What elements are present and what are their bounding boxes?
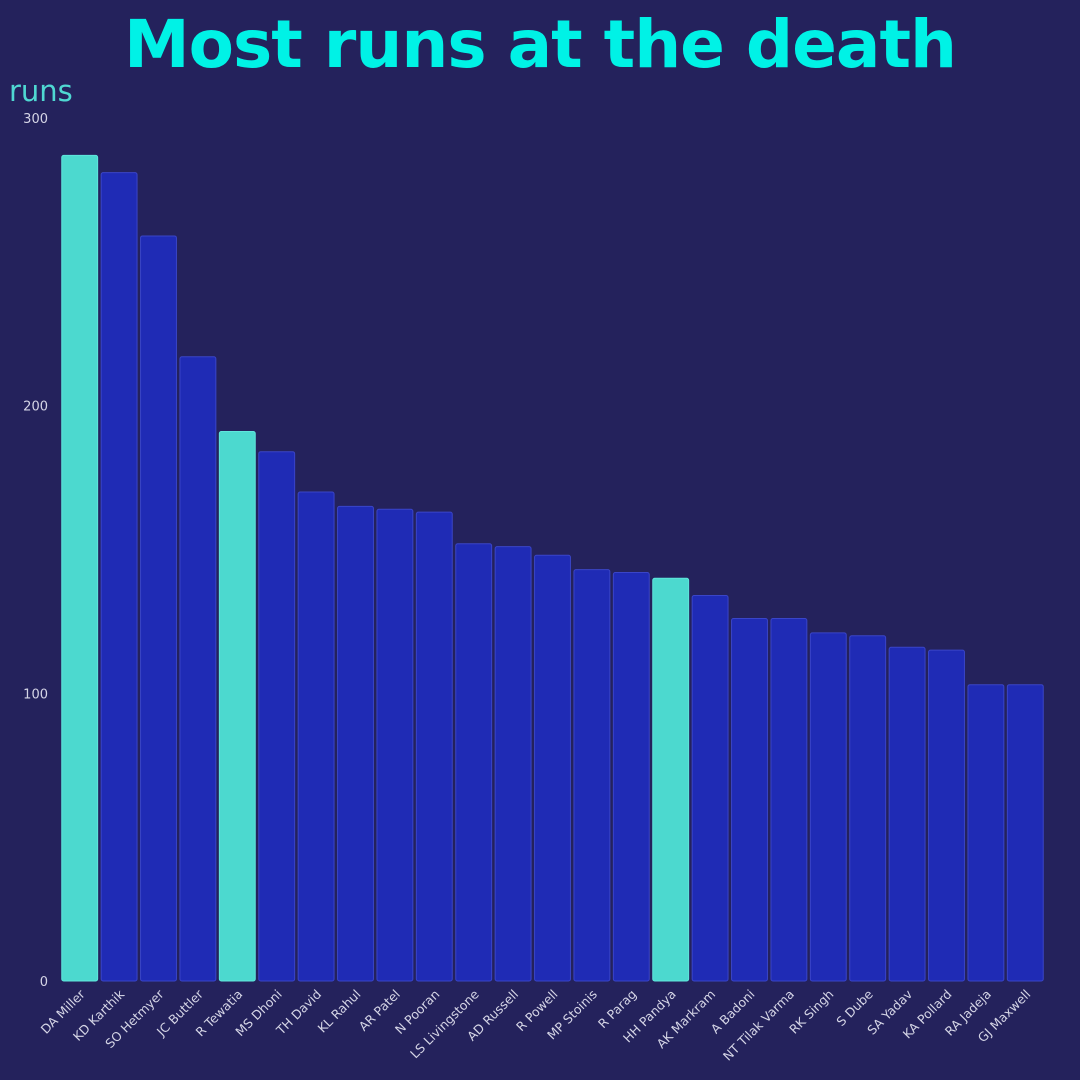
bar-nt-tilak-varma bbox=[770, 618, 808, 982]
bar-n-pooran bbox=[415, 511, 453, 982]
bar-ls-livingstone bbox=[455, 543, 493, 982]
bar-r-parag bbox=[612, 572, 650, 982]
bar-ms-dhoni bbox=[258, 451, 296, 982]
chart-title: Most runs at the death bbox=[123, 6, 957, 83]
bar-hh-pandya bbox=[652, 577, 690, 982]
bar-ar-patel bbox=[376, 508, 414, 982]
bar-so-hetmyer bbox=[140, 235, 177, 982]
y-axis-label: runs bbox=[9, 74, 73, 108]
x-tick-label-kl-rahul: KL Rahul bbox=[314, 987, 363, 1036]
bar-gj-maxwell bbox=[1006, 684, 1044, 982]
bar-s-dube bbox=[849, 635, 887, 982]
bar-jc-buttler bbox=[179, 356, 217, 982]
bar-th-david bbox=[297, 491, 335, 982]
bar-da-miller bbox=[61, 154, 99, 982]
bar-mp-stoinis bbox=[573, 569, 611, 982]
bar-kl-rahul bbox=[337, 505, 374, 982]
y-tick-label-200: 200 bbox=[23, 400, 48, 415]
bar-rk-singh bbox=[809, 632, 847, 982]
bar-a-badoni bbox=[731, 618, 768, 982]
bar-r-powell bbox=[534, 554, 571, 982]
bar-ka-pollard bbox=[928, 649, 965, 982]
bar-sa-yadav bbox=[888, 646, 926, 982]
bar-kd-karthik bbox=[100, 172, 138, 982]
x-tick-label-nt-tilak-varma: NT Tilak Varma bbox=[720, 987, 797, 1064]
y-tick-label-0: 0 bbox=[40, 975, 48, 990]
bars-group bbox=[61, 154, 1044, 982]
y-axis-ticks: 0 100 200 300 bbox=[23, 112, 48, 990]
y-tick-label-100: 100 bbox=[23, 687, 48, 702]
bar-r-tewatia bbox=[218, 431, 256, 982]
y-tick-label-300: 300 bbox=[23, 112, 48, 127]
x-tick-label-ls-livingstone: LS Livingstone bbox=[407, 986, 482, 1061]
bar-ad-russell bbox=[494, 546, 532, 982]
bar-ak-markram bbox=[691, 595, 729, 982]
bar-ra-jadeja bbox=[967, 684, 1005, 982]
